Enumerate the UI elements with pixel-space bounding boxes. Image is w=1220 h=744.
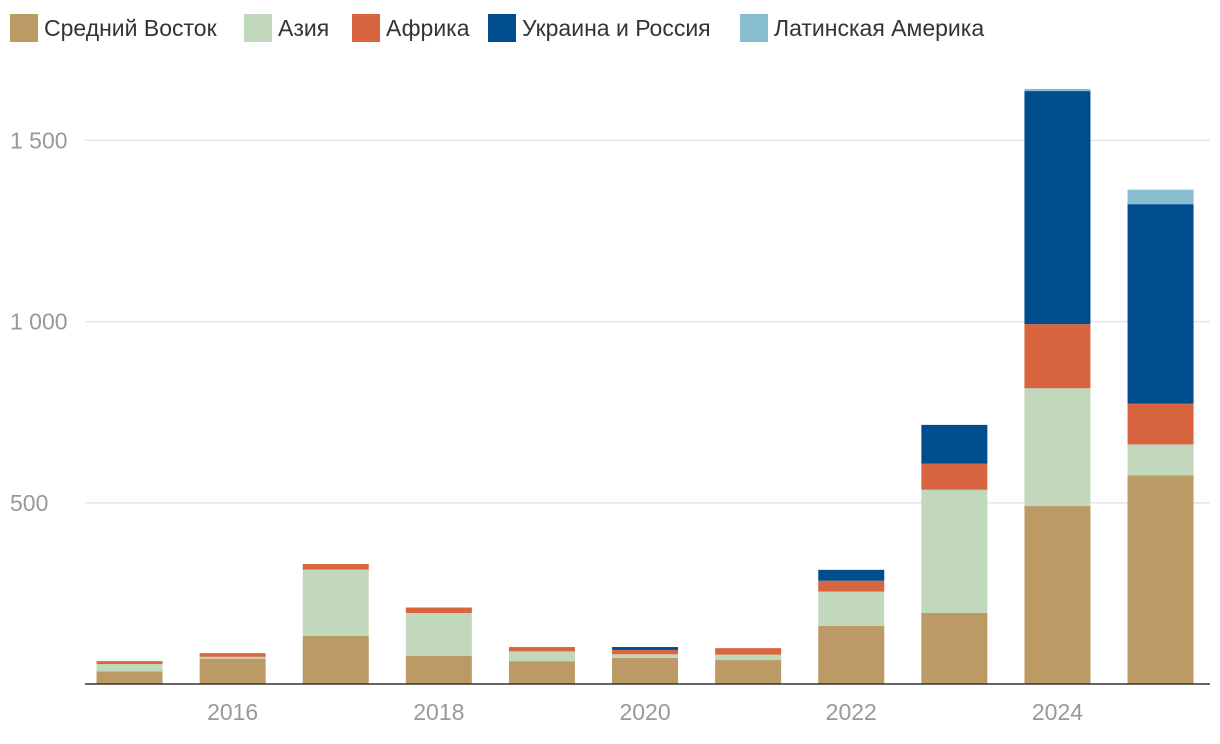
bar-segment [405, 612, 472, 656]
bar-segment [508, 647, 575, 652]
bar-segment [302, 635, 369, 684]
y-tick-label: 1 500 [10, 127, 68, 153]
bar-segment [921, 489, 988, 613]
legend-label: Латинская Америка [774, 15, 984, 41]
legend-swatch [488, 14, 516, 42]
bar-segment [612, 647, 679, 650]
bar-segment [1024, 506, 1091, 684]
bar-segment [96, 661, 163, 665]
bar-segment [96, 671, 163, 684]
bar-segment [1127, 475, 1194, 684]
bar-segment [715, 660, 782, 684]
x-tick-label: 2024 [1032, 699, 1083, 725]
x-tick-label: 2020 [619, 699, 670, 725]
bars [96, 88, 1194, 684]
x-tick-label: 2018 [413, 699, 464, 725]
legend-swatch [352, 14, 380, 42]
bar-segment [199, 656, 266, 659]
bar-segment [1024, 88, 1091, 92]
bar-segment [1024, 324, 1091, 389]
legend: Средний Восток Азия Африка Украина и Россия… [10, 14, 984, 42]
bar-segment [818, 626, 885, 684]
bar-segment [818, 591, 885, 627]
bar-segment [405, 607, 472, 613]
bar-segment [96, 664, 163, 672]
bar-segment [199, 658, 266, 684]
bar-segment [818, 580, 885, 592]
bar-segment [1127, 444, 1194, 476]
bar-segment [1127, 204, 1194, 404]
bar-segment [405, 655, 472, 684]
x-tick-label: 2016 [207, 699, 258, 725]
bar-segment [508, 651, 575, 662]
bar-segment [921, 612, 988, 684]
bar-segment [302, 564, 369, 570]
bar-segment [199, 653, 266, 657]
bar-segment [1024, 91, 1091, 325]
bar-segment [1127, 403, 1194, 445]
legend-swatch [740, 14, 768, 42]
x-tick-label: 2022 [826, 699, 877, 725]
y-tick-label: 1 000 [10, 309, 68, 335]
bar-segment [818, 569, 885, 581]
bar-segment [612, 654, 679, 658]
y-tick-label: 500 [10, 490, 48, 516]
legend-label: Азия [278, 15, 329, 41]
bar-segment [1127, 189, 1194, 205]
legend-swatch [10, 14, 38, 42]
bar-segment [612, 649, 679, 655]
grid-lines [85, 139, 1210, 504]
bar-segment [715, 648, 782, 655]
bar-segment [921, 463, 988, 490]
bar-segment [921, 424, 988, 464]
legend-label: Африка [386, 15, 470, 41]
legend-label: Украина и Россия [522, 15, 711, 41]
bar-segment [612, 657, 679, 684]
legend-label: Средний Восток [44, 15, 218, 41]
bar-segment [508, 661, 575, 684]
bar-segment [302, 569, 369, 636]
bar-segment [1024, 388, 1091, 507]
legend-swatch [244, 14, 272, 42]
bar-segment [715, 654, 782, 661]
x-axis-ticks: 2016 2018 2020 2022 2024 [207, 699, 1083, 725]
y-axis-ticks: 500 1 000 1 500 [10, 127, 68, 515]
